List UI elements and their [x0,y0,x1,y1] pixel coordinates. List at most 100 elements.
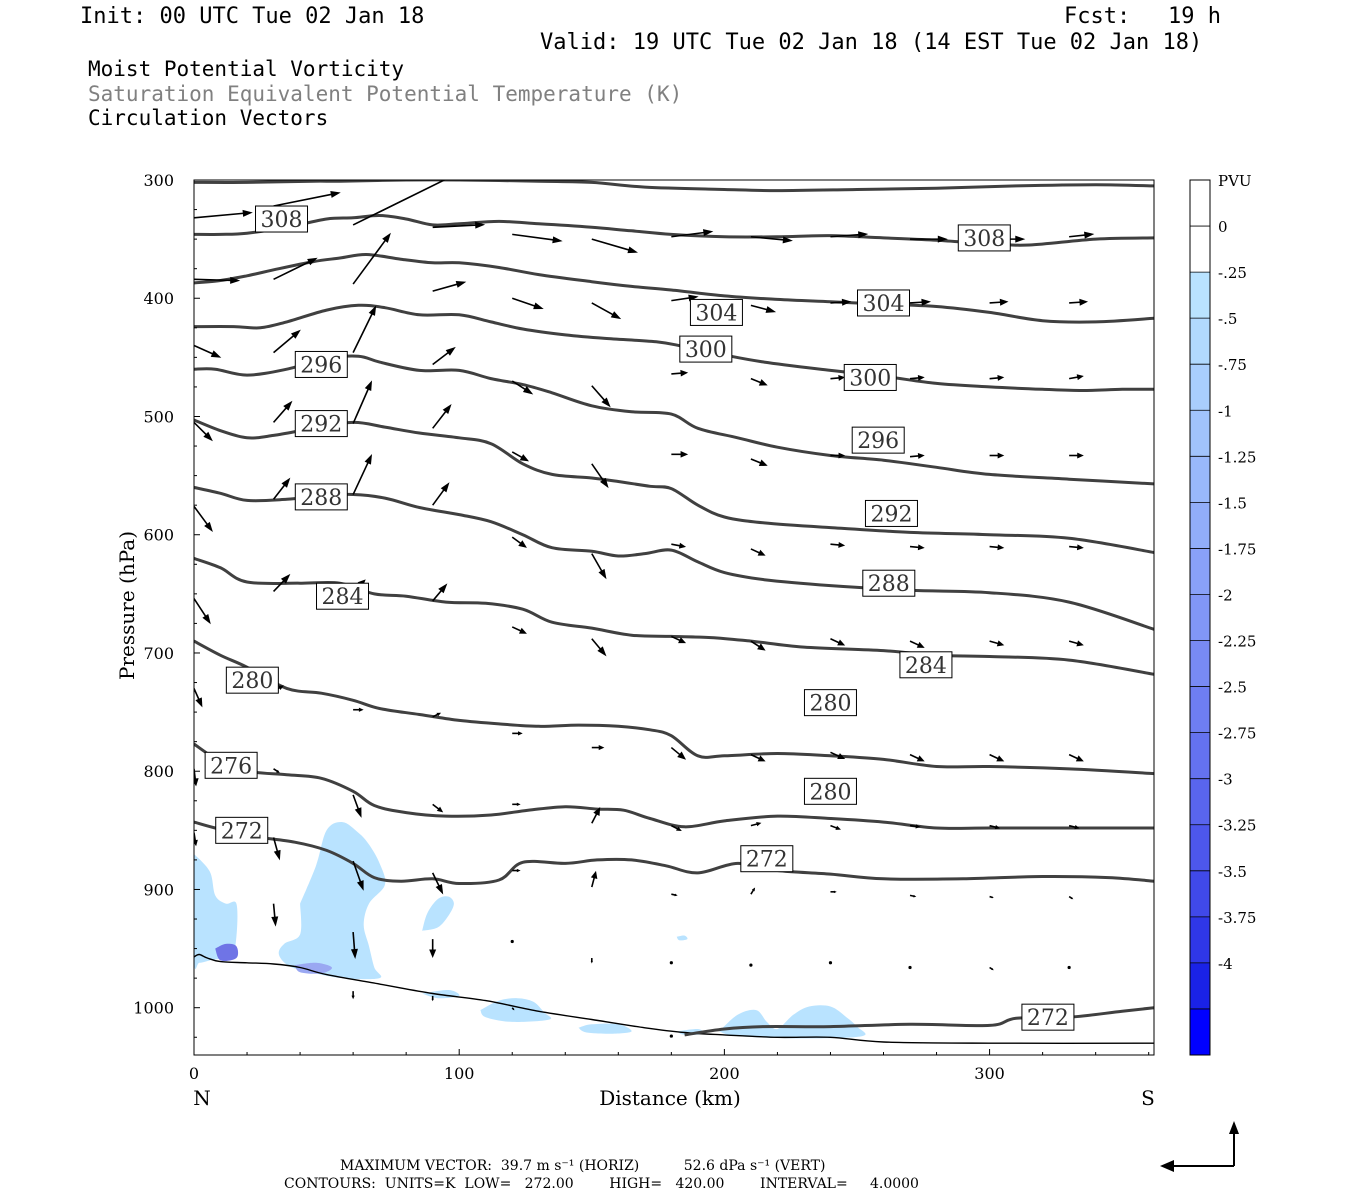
vector-shaft [194,505,210,528]
contour-304 [194,252,1154,324]
circulation-vector [908,965,912,970]
contour-label: 300 [679,335,733,363]
contour-label-text: 284 [322,585,364,610]
vector-head [598,568,607,580]
circulation-vector [432,583,448,602]
vector-dot [510,939,514,944]
circulation-vector [591,385,611,408]
contour-284 [194,556,1154,676]
circulation-vector [750,377,768,386]
colorbar-level-label: -2.75 [1218,725,1256,743]
circulation-vector [910,235,948,243]
circulation-vector [432,404,452,429]
circulation-vector [670,746,687,760]
circulation-vector [1069,298,1089,306]
contour-label-text: 292 [300,413,342,438]
circulation-vector [351,991,355,1000]
circulation-vector [671,450,689,458]
circulation-vector [352,380,373,424]
contour-label-text: 280 [809,780,851,805]
vector-head [354,807,362,818]
vector-shaft [432,224,480,229]
contour-label-text: 276 [210,754,252,779]
vector-head [757,755,766,762]
circulation-vector [510,939,514,944]
vector-head [350,948,358,960]
pv-region [578,1023,632,1034]
vector-head [522,386,534,395]
contour-label-text: 292 [870,502,912,527]
circulation-vector [989,966,994,971]
vector-head [996,755,1005,762]
vector-shaft [194,278,235,282]
circulation-vector [989,895,994,899]
colorbar-swatch [1190,686,1210,733]
colorbar-swatch [1190,318,1210,365]
circulation-vector [1068,374,1084,381]
contour-label-box [255,205,309,233]
vector-shaft [591,238,633,252]
vector-head [756,822,762,827]
colorbar-swatch [1190,916,1210,963]
vector-dot [1067,965,1071,970]
circulation-vector [750,753,766,762]
circulation-vector [431,872,444,895]
circulation-vector [830,890,837,894]
circulation-vector [352,794,362,818]
vector-head [307,257,318,266]
circulation-vector [273,329,301,354]
y-tick-label: 300 [143,171,174,190]
circulation-vector [272,837,281,861]
contour-label-text: 304 [695,301,737,326]
contour-label: 280 [225,666,279,694]
circulation-vector [352,232,391,285]
forecast-hour: 19 h [1168,4,1221,29]
contour-272 [194,820,1154,886]
vector-head [202,613,211,625]
colorbar-swatch [1190,870,1210,917]
circulation-vector [353,707,364,712]
vector-head [997,544,1005,551]
vector-head [996,640,1005,647]
max-vector-note: MAXIMUM VECTOR: 39.7 m s⁻¹ (HORIZ) 52.6 … [340,1158,826,1174]
circulation-vector [512,233,563,244]
circulation-vector [591,807,601,824]
vector-head [436,806,444,813]
vector-head [758,379,768,386]
vector-head [597,646,607,657]
north-endpoint-label: N [193,1086,211,1110]
circulation-vector [750,458,768,467]
colorbar-swatch [1190,640,1210,687]
contour-label-text: 280 [231,669,273,694]
vector-head [758,459,768,467]
circulation-vector [989,640,1005,647]
vector-shaft [352,860,363,886]
vector-shaft [273,192,336,207]
contour-label-box [204,751,258,779]
circulation-vector [591,638,607,657]
vector-dot [669,961,673,965]
circulation-vector [511,1007,515,1011]
contour-272 [684,1006,1154,1037]
x-axis-label: Distance (km) [599,1086,741,1110]
vector-head [273,849,281,861]
contour-label-text: 272 [746,848,788,873]
contour-label-box [225,666,279,694]
contour-label: 284 [899,651,953,679]
circulation-vector [352,860,364,891]
contour-308 [194,213,1154,247]
contour-label: 296 [294,350,348,378]
circulation-vector [1068,753,1084,762]
vector-head [837,639,846,646]
circulation-vector [590,958,593,964]
x-tick-label: 0 [189,1064,199,1083]
vector-head [518,627,527,634]
contour-label: 272 [740,845,794,873]
pv-region [215,943,239,962]
colorbar-level-label: -3.25 [1218,817,1256,835]
y-tick-label: 900 [143,880,174,899]
vector-head [230,276,241,284]
contour-label-text: 308 [261,208,303,233]
vector-head [438,583,448,594]
